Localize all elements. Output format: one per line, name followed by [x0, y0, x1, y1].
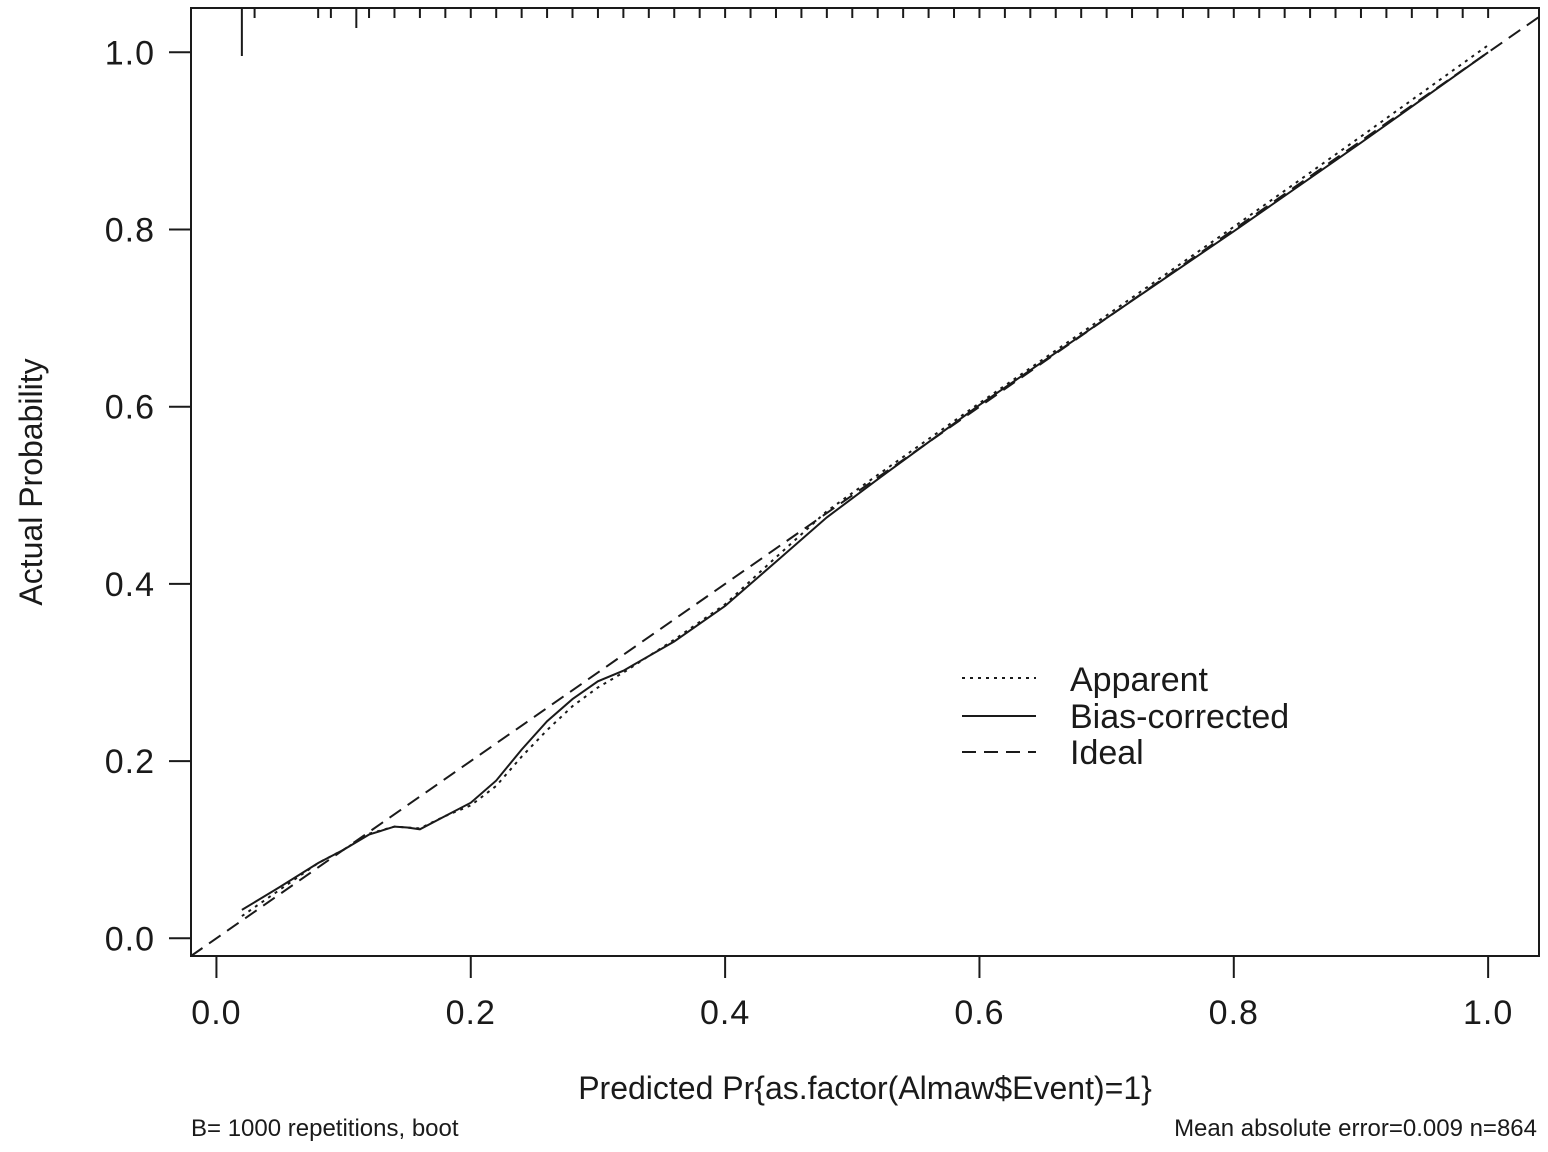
y-axis: 0.0 0.2 0.4 0.6 0.8 1.0 [105, 34, 191, 958]
y-axis-label: Actual Probability [13, 358, 49, 605]
series-lines [190, 16, 1540, 957]
x-tick-label: 0.2 [446, 994, 496, 1032]
legend-label-apparent: Apparent [1070, 661, 1209, 699]
x-tick-label: 0.4 [700, 994, 750, 1032]
x-tick-label: 0.6 [954, 994, 1004, 1032]
rug-marks [240, 8, 1490, 56]
footnote-left: B= 1000 repetitions, boot [191, 1115, 459, 1142]
y-tick-label: 1.0 [105, 34, 155, 72]
footnote-right: Mean absolute error=0.009 n=864 [1174, 1115, 1537, 1142]
x-axis: 0.0 0.2 0.4 0.6 0.8 1.0 [191, 956, 1513, 1032]
series-line-bias-corrected [241, 51, 1489, 911]
y-tick-label: 0.8 [105, 211, 155, 249]
legend-label-bias-corrected: Bias-corrected [1070, 698, 1289, 736]
x-axis-label: Predicted Pr{as.factor(Almaw$Event)=1} [578, 1070, 1152, 1106]
plot-frame [190, 7, 1540, 957]
legend: Apparent Bias-corrected Ideal [962, 661, 1289, 772]
y-tick-label: 0.6 [105, 389, 155, 427]
series-line-apparent [241, 44, 1489, 917]
y-tick-label: 0.2 [105, 743, 155, 781]
series-line-ideal [190, 16, 1540, 957]
x-tick-label: 1.0 [1463, 994, 1513, 1032]
x-tick-label: 0.0 [191, 994, 241, 1032]
legend-label-ideal: Ideal [1070, 734, 1144, 772]
y-tick-label: 0.4 [105, 566, 155, 604]
x-tick-label: 0.8 [1209, 994, 1259, 1032]
y-tick-label: 0.0 [105, 920, 155, 958]
